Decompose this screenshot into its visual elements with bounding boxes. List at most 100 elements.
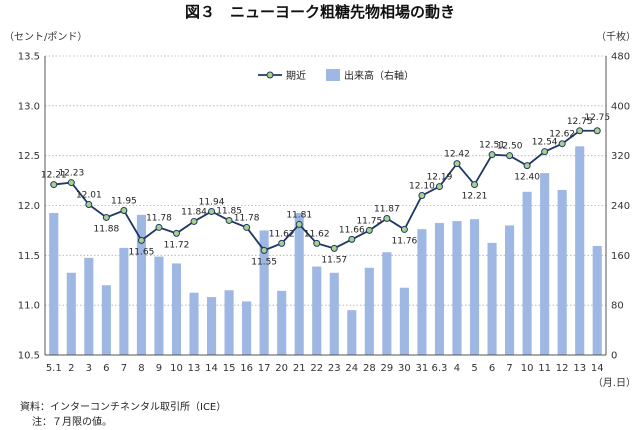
x-tick-label: 22 — [310, 363, 323, 374]
x-tick-label: 24 — [345, 363, 358, 374]
price-data-label: 11.62 — [269, 229, 295, 239]
right-tick-label: 80 — [611, 301, 624, 312]
price-point — [576, 127, 584, 135]
x-tick-label: 8 — [138, 363, 144, 374]
source-note: 資料：インターコンチネンタル取引所（ICE） — [20, 400, 226, 413]
price-data-label: 11.81 — [286, 210, 312, 220]
x-tick-label: 6 — [489, 363, 495, 374]
price-data-label: 12.10 — [409, 182, 435, 192]
x-tick-label: 5 — [471, 363, 477, 374]
right-tick-label: 240 — [611, 201, 630, 212]
x-tick-label: 2 — [68, 363, 74, 374]
price-point — [172, 229, 180, 237]
x-tick-label: 31 — [416, 363, 429, 374]
bar-series — [49, 146, 602, 355]
x-tick-label: 9 — [156, 363, 162, 374]
footnote: 注：７月限の値。 — [32, 415, 112, 428]
legend-marker — [266, 71, 274, 79]
price-data-label: 11.66 — [339, 225, 365, 235]
price-point — [137, 236, 145, 244]
volume-bar — [469, 219, 480, 355]
price-data-label: 12.54 — [532, 138, 558, 148]
price-data-label: 12.75 — [567, 117, 593, 127]
price-point — [260, 246, 268, 254]
x-tick-label: 28 — [363, 363, 376, 374]
price-point — [85, 201, 93, 209]
price-data-label: 11.88 — [93, 224, 119, 234]
axes: 10.511.011.512.012.513.013.5080160240320… — [18, 52, 630, 375]
volume-bar — [154, 256, 164, 355]
price-data-label: 11.94 — [199, 197, 225, 207]
price-point — [488, 151, 496, 159]
legend-bar-swatch — [326, 69, 340, 81]
x-axis-unit: （月.日） — [593, 377, 636, 389]
price-data-label: 12.19 — [427, 173, 453, 183]
volume-bar — [522, 191, 532, 355]
x-tick-label: 7 — [506, 363, 512, 374]
volume-bar — [206, 297, 217, 355]
price-point — [225, 216, 233, 224]
price-point — [435, 183, 443, 191]
price-data-label: 12.21 — [462, 192, 488, 202]
legend-label-volume: 出来高（右軸） — [344, 69, 414, 82]
volume-bar — [347, 310, 357, 355]
price-point — [278, 239, 286, 247]
volume-bar — [84, 257, 94, 355]
price-data-label: 11.84 — [181, 207, 207, 217]
legend-label-price: 期近 — [286, 69, 306, 82]
x-tick-label: 30 — [398, 363, 411, 374]
price-point — [383, 214, 391, 222]
volume-bar — [171, 263, 182, 355]
price-point — [400, 225, 408, 233]
price-point — [50, 181, 58, 189]
x-tick-label: 3 — [86, 363, 92, 374]
price-data-label: 11.76 — [392, 236, 418, 246]
chart-title: 図３ ニューヨーク粗糖先物相場の動き — [185, 3, 455, 21]
x-tick-label: 29 — [380, 363, 393, 374]
x-tick-label: 10 — [170, 363, 183, 374]
volume-bar — [277, 290, 287, 355]
right-axis-unit: （千枚） — [596, 30, 636, 43]
left-tick-label: 10.5 — [18, 351, 40, 362]
x-tick-label: 21 — [293, 363, 306, 374]
left-tick-label: 12.0 — [18, 201, 40, 212]
volume-bar — [487, 242, 497, 355]
price-point — [541, 148, 549, 156]
volume-bar — [224, 290, 234, 355]
volume-bar — [119, 247, 129, 355]
price-point — [313, 239, 321, 247]
volume-bar — [242, 301, 252, 355]
right-tick-label: 160 — [611, 251, 630, 262]
price-data-label: 12.42 — [444, 150, 470, 160]
price-point — [471, 181, 479, 189]
volume-bar — [399, 287, 409, 355]
volume-bar — [434, 222, 445, 355]
price-point — [102, 213, 110, 221]
price-point — [208, 207, 216, 215]
price-data-label: 12.21 — [41, 171, 67, 181]
left-axis-unit: （セント/ポンド） — [4, 31, 87, 43]
price-data-label: 12.75 — [584, 113, 610, 123]
x-tick-label: 14 — [205, 363, 218, 374]
volume-bar — [557, 189, 567, 355]
price-data-label: 11.95 — [111, 196, 137, 206]
right-tick-label: 400 — [611, 101, 630, 112]
price-data-label: 11.57 — [321, 255, 347, 265]
volume-bar — [136, 214, 146, 355]
price-point — [348, 235, 356, 243]
price-point — [295, 220, 303, 228]
x-tick-label: 6.3 — [432, 363, 448, 374]
price-data-label: 12.51 — [479, 141, 505, 151]
volume-bar — [417, 229, 427, 355]
price-point — [593, 127, 601, 135]
volume-bar — [329, 272, 339, 355]
price-data-label: 12.40 — [514, 173, 540, 183]
grid — [45, 55, 606, 306]
price-point — [365, 226, 373, 234]
price-point — [453, 160, 461, 168]
price-data-label: 12.23 — [58, 169, 84, 179]
x-tick-label: 13 — [188, 363, 201, 374]
left-tick-label: 11.0 — [18, 301, 40, 312]
